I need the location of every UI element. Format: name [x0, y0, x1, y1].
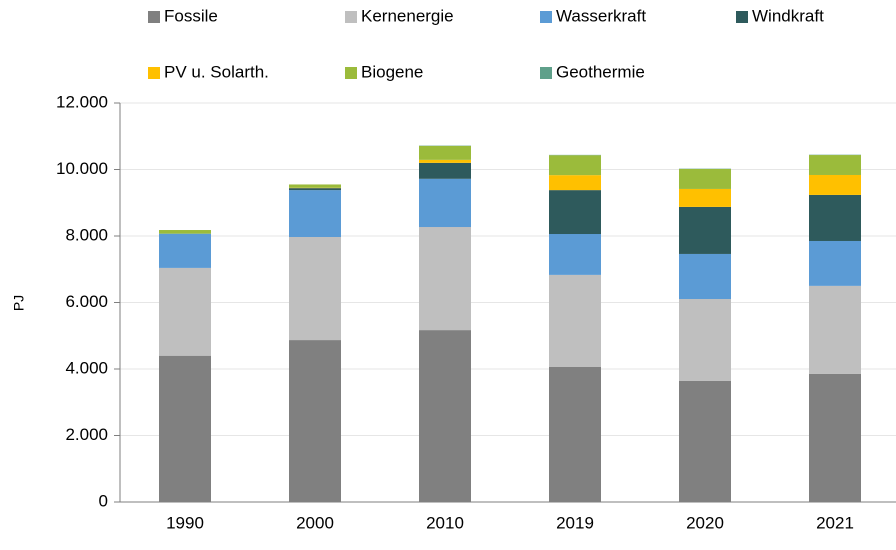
legend-label: Kernenergie [361, 6, 454, 25]
bar-segment [419, 330, 471, 502]
legend-label: PV u. Solarth. [164, 62, 269, 81]
y-tick-label: 0 [99, 491, 108, 510]
bar-segment [679, 189, 731, 207]
bar-segment [549, 275, 601, 367]
bar-segment [809, 286, 861, 374]
legend-label: Biogene [361, 62, 423, 81]
legend-swatch [345, 67, 357, 79]
legend-label: Windkraft [752, 6, 824, 25]
legend-label: Fossile [164, 6, 218, 25]
bar-segment [419, 160, 471, 163]
bar-segment [289, 184, 341, 187]
bar-segment [809, 195, 861, 241]
x-tick-label: 2021 [816, 513, 854, 532]
bar-segment [549, 190, 601, 234]
x-tick-label: 1990 [166, 513, 204, 532]
legend-swatch [540, 11, 552, 23]
y-tick-label: 10.000 [56, 159, 108, 178]
bar-segment [809, 374, 861, 502]
legend-label: Geothermie [556, 62, 645, 81]
bar-segment [549, 175, 601, 190]
bar-segment [419, 227, 471, 330]
bar-segment [159, 234, 211, 268]
y-tick-label: 6.000 [65, 292, 108, 311]
bar-segment [809, 241, 861, 286]
bar-segment [549, 234, 601, 275]
bar-segment [679, 169, 731, 189]
bar-segment [809, 155, 861, 175]
x-tick-label: 2019 [556, 513, 594, 532]
bar-segment [419, 163, 471, 179]
legend-swatch [736, 11, 748, 23]
bar-segment [679, 254, 731, 299]
legend-swatch [148, 67, 160, 79]
y-tick-label: 12.000 [56, 92, 108, 111]
bar-segment [159, 356, 211, 502]
y-tick-label: 4.000 [65, 358, 108, 377]
bar-segment [289, 237, 341, 340]
bar-segment [549, 155, 601, 175]
y-axis-label: PJ [11, 295, 27, 311]
bar-segment [289, 188, 341, 190]
bar-segment [419, 146, 471, 160]
bar-segment [679, 207, 731, 254]
bar-segment [289, 340, 341, 502]
bar-segment [809, 175, 861, 195]
x-tick-label: 2020 [686, 513, 724, 532]
legend-swatch [148, 11, 160, 23]
bar-segment [549, 367, 601, 502]
y-tick-label: 8.000 [65, 225, 108, 244]
y-tick-label: 2.000 [65, 425, 108, 444]
x-tick-label: 2000 [296, 513, 334, 532]
legend-label: Wasserkraft [556, 6, 646, 25]
x-tick-label: 2010 [426, 513, 464, 532]
bar-segment [419, 179, 471, 227]
bar-segment [159, 268, 211, 356]
bar-segment [679, 381, 731, 502]
bar-segment [159, 230, 211, 234]
legend-swatch [345, 11, 357, 23]
bar-segment [679, 299, 731, 381]
bar-segment [289, 190, 341, 237]
legend-swatch [540, 67, 552, 79]
